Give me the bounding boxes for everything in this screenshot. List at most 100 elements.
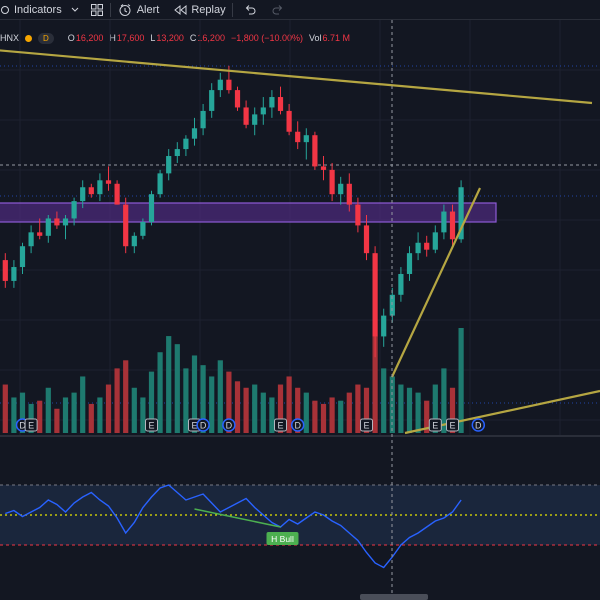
candle-body	[11, 267, 17, 281]
volume-trendline	[404, 389, 600, 435]
resistance-trendline	[0, 49, 593, 105]
volume-bar	[458, 328, 464, 433]
candle-body	[157, 173, 163, 195]
volume-bar	[234, 381, 241, 433]
candle-body	[123, 204, 129, 247]
marker-shape	[274, 418, 287, 432]
volume-bar	[338, 400, 344, 433]
alert-label: Alert	[136, 3, 160, 16]
candle	[269, 90, 275, 118]
candle-body	[372, 253, 378, 337]
volume-bar	[174, 344, 180, 433]
replay-button[interactable]: Replay	[173, 0, 226, 19]
candle-body	[28, 232, 34, 247]
volume-bar	[71, 392, 77, 433]
candle-body	[131, 235, 137, 247]
candle-body	[105, 180, 112, 184]
candle	[424, 235, 430, 257]
bullish-divergence-line	[194, 508, 281, 528]
earnings-marker: E	[145, 418, 158, 432]
candle	[415, 232, 421, 261]
marker-shape	[24, 418, 38, 432]
market-status-dot	[25, 34, 33, 42]
volume-bar	[88, 403, 94, 433]
volume-bar	[54, 408, 60, 433]
candle	[295, 121, 301, 150]
marker-letter: E	[148, 421, 154, 431]
volume-bar	[277, 384, 284, 433]
candle-body	[183, 138, 189, 150]
volume-bar	[11, 397, 17, 433]
candle	[183, 135, 189, 157]
volume-bar	[398, 384, 404, 433]
candle-body	[62, 218, 69, 226]
candle	[432, 225, 438, 254]
timeframe-badge[interactable]: D	[38, 32, 54, 44]
candle-body	[37, 232, 43, 236]
candle-body	[320, 166, 327, 170]
volume-bars	[2, 328, 464, 433]
change-value: −1,800 (−10.00%)	[230, 33, 304, 43]
marker-letter: E	[277, 421, 283, 431]
candle-body	[303, 135, 309, 143]
candle	[406, 246, 413, 281]
volume-bar	[372, 336, 378, 433]
open-value: 16,200	[75, 33, 104, 43]
candle	[338, 176, 344, 205]
candle	[277, 86, 284, 115]
candle	[320, 156, 327, 181]
ohlc-legend: HNX D O 16,200 H 17,600 L 13,200 C 16,200 −1…	[0, 31, 350, 45]
candle-body	[355, 204, 361, 226]
candle-body	[114, 183, 120, 205]
candle	[37, 218, 43, 240]
volume-bar	[200, 365, 206, 433]
marker-letter: E	[449, 421, 455, 431]
marker-letter: E	[363, 421, 369, 431]
volume-bar	[295, 387, 301, 433]
marker-shape	[428, 418, 442, 432]
candle	[329, 162, 335, 202]
redo-button[interactable]	[271, 0, 285, 19]
volume-bar	[441, 368, 447, 433]
indicators-label: Indicators	[14, 3, 62, 16]
alert-button[interactable]: Alert	[117, 0, 160, 19]
candle-body	[140, 221, 146, 236]
open-key: O	[67, 33, 75, 43]
volume-bar	[432, 384, 438, 433]
candle-body	[432, 232, 438, 250]
volume-bar	[105, 384, 112, 433]
candle	[449, 204, 456, 247]
volume-bar	[415, 392, 421, 433]
indicators-button[interactable]: Indicators	[0, 0, 80, 19]
low-key: L	[150, 33, 156, 43]
volume-bar	[355, 384, 361, 433]
top-toolbar: Indicators Alert Replay	[0, 0, 600, 20]
symbol-label[interactable]: HNX	[0, 33, 20, 43]
marker-shape	[15, 418, 30, 432]
close-value: 16,200	[197, 33, 225, 43]
volume-bar	[114, 368, 120, 433]
candle	[312, 131, 318, 170]
candle	[88, 183, 94, 198]
dividend-marker: D	[290, 418, 305, 432]
marker-shape	[222, 418, 236, 432]
layout-button[interactable]	[90, 0, 104, 19]
marker-shape	[290, 418, 305, 432]
candle	[191, 117, 198, 146]
candle-body	[338, 183, 344, 195]
horizontal-scrollbar[interactable]	[360, 594, 428, 600]
candle	[123, 197, 129, 254]
toolbar-divider	[231, 2, 233, 17]
candle-body	[398, 273, 404, 295]
volume-key: Vol	[309, 33, 322, 43]
candle	[381, 308, 387, 347]
candle-body	[71, 201, 77, 219]
candle-body	[209, 90, 215, 111]
volume-bar	[19, 392, 26, 433]
candle	[157, 169, 163, 198]
zone-rectangle	[0, 202, 497, 223]
candle	[140, 218, 146, 240]
marker-shape	[360, 418, 373, 432]
undo-button[interactable]	[243, 0, 257, 19]
